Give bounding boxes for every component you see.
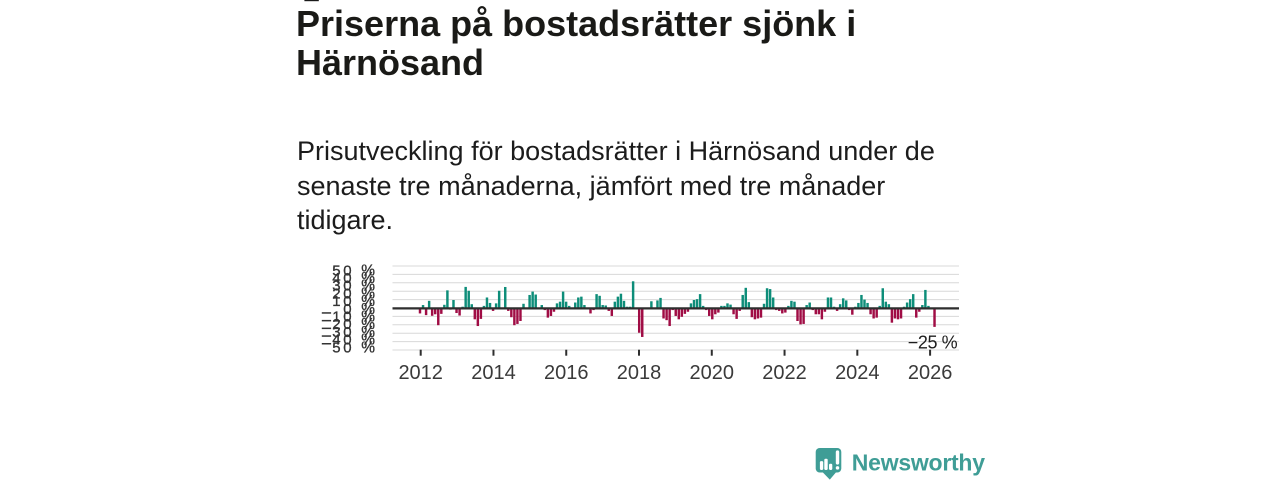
svg-text:%: %	[361, 332, 375, 349]
svg-text:2020: 2020	[690, 362, 735, 384]
svg-text:2016: 2016	[544, 362, 589, 384]
svg-text:%: %	[361, 262, 375, 279]
svg-text:%: %	[361, 316, 375, 333]
svg-text:%: %	[361, 324, 375, 341]
svg-text:%: %	[361, 309, 375, 326]
svg-text:%: %	[361, 301, 375, 318]
svg-text:0: 0	[343, 301, 351, 318]
svg-text:%: %	[361, 278, 375, 295]
svg-text:2026: 2026	[908, 362, 953, 384]
svg-text:2018: 2018	[617, 362, 662, 384]
svg-text:%: %	[361, 270, 375, 287]
svg-text:2014: 2014	[471, 362, 516, 384]
svg-text:%: %	[361, 339, 375, 356]
svg-text:50: 50	[332, 339, 351, 356]
svg-text:−25 %: −25 %	[908, 332, 958, 352]
svg-text:2012: 2012	[398, 362, 443, 384]
svg-text:2022: 2022	[762, 362, 807, 384]
svg-text:%: %	[361, 285, 375, 302]
svg-text:2024: 2024	[835, 362, 880, 384]
svg-text:Newsworthy: Newsworthy	[852, 450, 985, 476]
svg-text:%: %	[361, 293, 375, 310]
